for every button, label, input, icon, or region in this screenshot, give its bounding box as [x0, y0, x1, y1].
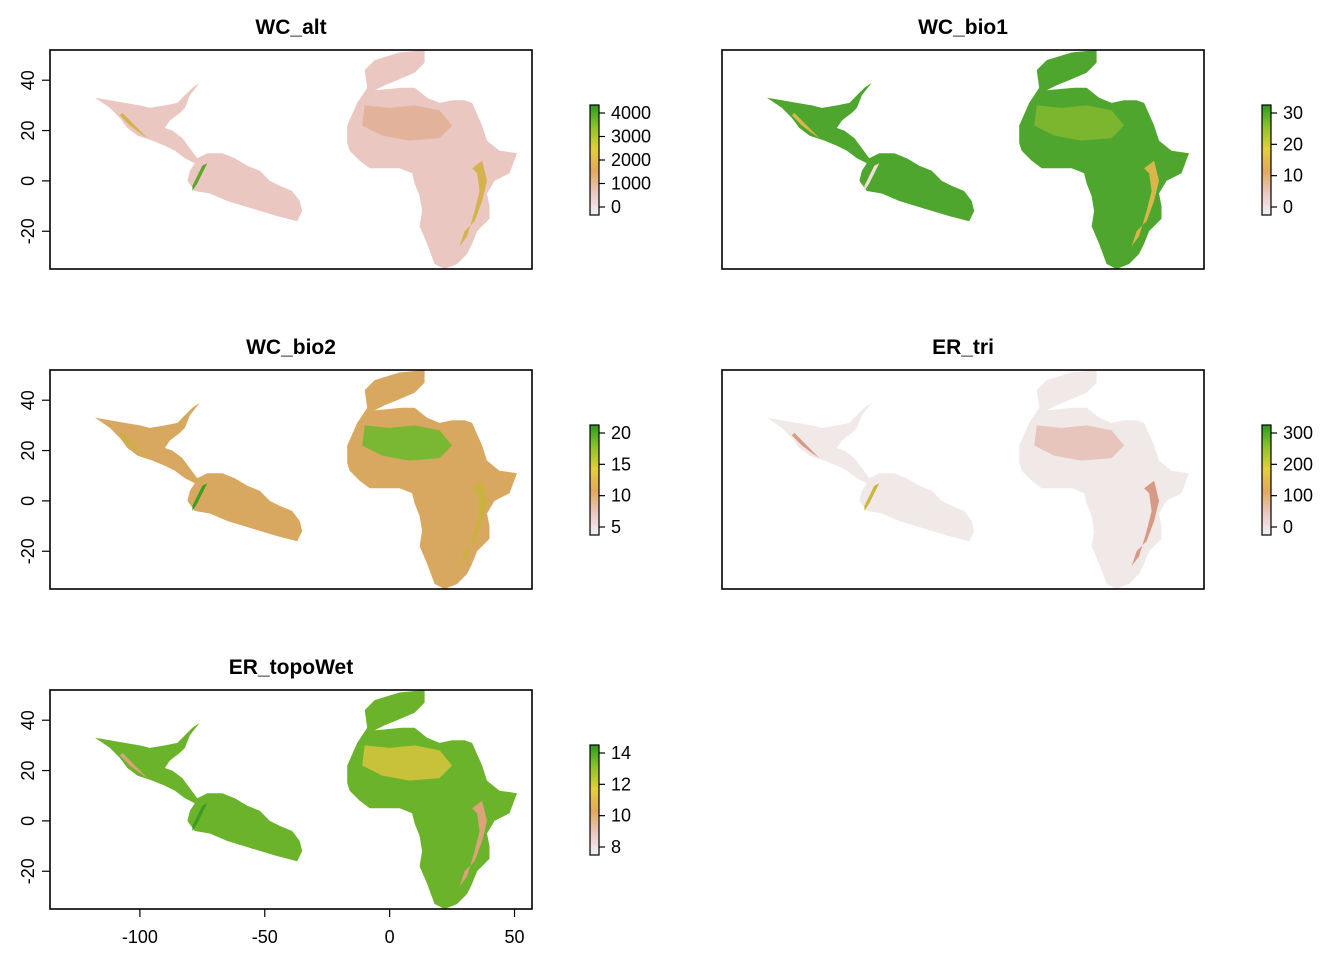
- legend-tick-label: 5: [611, 517, 621, 537]
- mexico-highlands: [119, 432, 148, 459]
- legend-tick-label: 200: [1283, 454, 1313, 474]
- east-africa-highlands: [459, 800, 487, 887]
- east-africa-highlands: [1131, 160, 1159, 247]
- map-frame: [49, 369, 533, 590]
- africa-landmass: [347, 690, 517, 909]
- y-tick-label: 40: [18, 390, 38, 410]
- sahara-region: [362, 745, 453, 781]
- legend-tick-label: 20: [611, 423, 631, 443]
- andes-highlands: [864, 163, 880, 191]
- legend-colorbar: [589, 424, 600, 536]
- map-frame: [49, 49, 533, 270]
- legend-tick-label: 300: [1283, 423, 1313, 443]
- y-tick-label: -20: [18, 538, 38, 564]
- map-panel: WC_bio1 30 20 10 0: [721, 16, 1303, 270]
- africa-landmass: [1019, 50, 1189, 269]
- legend-tick-label: 1000: [611, 174, 651, 194]
- panel-title: WC_bio2: [246, 336, 336, 359]
- africa-landmass: [1019, 370, 1189, 589]
- legend-tick-label: 30: [1283, 103, 1303, 123]
- map-panel: ER_tri 300 200 100 0: [721, 336, 1313, 590]
- legend-tick-label: 10: [1283, 166, 1303, 186]
- x-tick-label: 50: [505, 927, 525, 947]
- y-tick-label: 0: [18, 176, 38, 186]
- sahara-region: [1034, 105, 1125, 141]
- y-tick-label: 0: [18, 496, 38, 506]
- legend-colorbar: [589, 104, 600, 216]
- legend-colorbar: [589, 744, 600, 856]
- sahara-region: [362, 425, 453, 461]
- legend-tick-label: 2000: [611, 150, 651, 170]
- mexico-highlands: [791, 432, 820, 459]
- y-tick-label: 20: [18, 761, 38, 781]
- x-tick-label: 0: [385, 927, 395, 947]
- y-tick-label: 40: [18, 70, 38, 90]
- legend-tick-label: 14: [611, 743, 631, 763]
- andes-highlands: [192, 483, 208, 511]
- sahara-region: [1034, 425, 1125, 461]
- x-tick-label: -50: [252, 927, 278, 947]
- legend-tick-label: 0: [1283, 197, 1293, 217]
- andes-highlands: [864, 483, 880, 511]
- y-tick-label: 0: [18, 816, 38, 826]
- y-tick-label: 20: [18, 121, 38, 141]
- americas-landmass: [95, 722, 303, 862]
- panel-title: ER_tri: [932, 336, 994, 359]
- map-frame: [49, 689, 533, 910]
- legend-tick-label: 15: [611, 454, 631, 474]
- andes-highlands: [192, 803, 208, 831]
- legend-tick-label: 3000: [611, 127, 651, 147]
- panel-title: ER_topoWet: [229, 656, 353, 679]
- east-africa-highlands: [459, 480, 487, 567]
- sahara-region: [362, 105, 453, 141]
- americas-landmass: [767, 82, 975, 222]
- africa-landmass: [347, 50, 517, 269]
- map-frame: [721, 49, 1205, 270]
- legend-tick-label: 10: [611, 486, 631, 506]
- mexico-highlands: [119, 752, 148, 779]
- y-tick-label: 20: [18, 441, 38, 461]
- mexico-highlands: [119, 112, 148, 139]
- legend-tick-label: 8: [611, 837, 621, 857]
- legend-colorbar: [1261, 104, 1272, 216]
- legend-tick-label: 4000: [611, 103, 651, 123]
- andes-highlands: [192, 163, 208, 191]
- legend-tick-label: 12: [611, 774, 631, 794]
- legend-colorbar: [1261, 424, 1272, 536]
- x-tick-label: -100: [122, 927, 158, 947]
- map-panel: ER_topoWet 40 20 0 -20 -100 -50 0 50 14 12 10 8: [18, 656, 631, 947]
- legend-tick-label: 20: [1283, 134, 1303, 154]
- y-tick-label: -20: [18, 858, 38, 884]
- panel-title: WC_bio1: [918, 16, 1008, 39]
- legend-tick-label: 0: [1283, 517, 1293, 537]
- legend-tick-label: 10: [611, 806, 631, 826]
- east-africa-highlands: [1131, 480, 1159, 567]
- americas-landmass: [767, 402, 975, 542]
- americas-landmass: [95, 402, 303, 542]
- y-tick-label: 40: [18, 710, 38, 730]
- legend-tick-label: 100: [1283, 486, 1313, 506]
- y-tick-label: -20: [18, 218, 38, 244]
- africa-landmass: [347, 370, 517, 589]
- mexico-highlands: [791, 112, 820, 139]
- americas-landmass: [95, 82, 303, 222]
- legend-tick-label: 0: [611, 197, 621, 217]
- east-africa-highlands: [459, 160, 487, 247]
- panel-title: WC_alt: [255, 16, 326, 39]
- map-panel: WC_bio2 40 20 0 -20 20 15 10 5: [18, 336, 631, 590]
- map-panel: WC_alt 40 20 0 -20 4000 3000 2000 1000 0: [18, 16, 651, 270]
- map-frame: [721, 369, 1205, 590]
